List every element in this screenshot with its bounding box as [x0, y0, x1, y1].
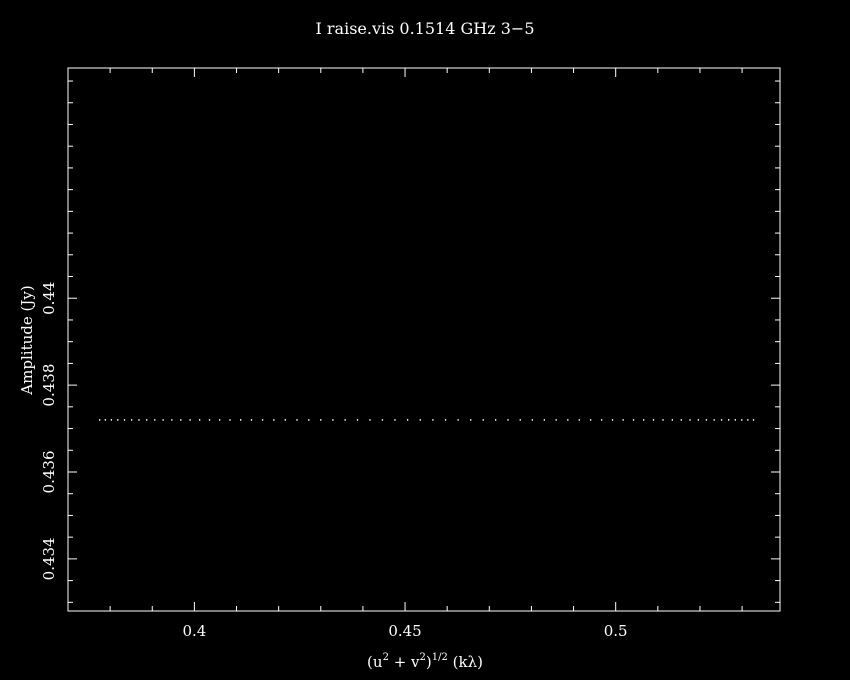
data-point [332, 419, 334, 421]
data-point [519, 419, 521, 421]
data-point [320, 419, 322, 421]
data-point [146, 419, 148, 421]
data-point [567, 419, 569, 421]
data-point [171, 419, 173, 421]
x-tick-label: 0.45 [388, 622, 421, 640]
data-point [720, 419, 723, 421]
data-point [189, 419, 191, 421]
data-point [229, 419, 231, 421]
data-point [381, 419, 384, 421]
data-point [406, 419, 409, 421]
data-point [622, 419, 624, 421]
data-point [308, 419, 310, 421]
data-point [296, 419, 298, 421]
data-point [713, 419, 715, 421]
data-point [470, 419, 472, 421]
data-point [218, 419, 221, 421]
data-point [419, 419, 421, 421]
data-point [727, 419, 730, 421]
x-tick-label: 0.4 [182, 622, 206, 640]
x-axis-label: (u2 + v2)1/2 (kλ) [367, 652, 483, 671]
data-point [180, 419, 182, 421]
data-point [642, 419, 645, 421]
data-point [578, 419, 580, 421]
data-point [589, 419, 592, 421]
data-point [239, 419, 242, 421]
plot-frame [67, 67, 781, 612]
axis-ticks [67, 68, 780, 611]
data-point [117, 419, 119, 421]
y-tick-labels: 0.434 0.436 0.438 0.44 [40, 282, 58, 581]
data-point [356, 419, 359, 421]
y-axis-label: Amplitude (Jy) [18, 285, 36, 395]
data-point [611, 419, 614, 421]
data-point [697, 419, 700, 421]
data-point [284, 419, 286, 421]
chart-title: I raise.vis 0.1514 GHz 3−5 [315, 19, 534, 38]
data-point [261, 419, 264, 421]
data-points [98, 419, 755, 421]
data-point [555, 419, 557, 421]
data-point [250, 419, 253, 421]
data-point [507, 419, 509, 421]
x-tick-label: 0.5 [604, 622, 628, 640]
data-point [104, 419, 107, 421]
x-tick-labels: 0.4 0.45 0.5 [182, 622, 627, 640]
data-point [747, 419, 749, 421]
data-point [689, 419, 691, 421]
y-tick-label: 0.436 [40, 451, 58, 494]
data-point [482, 419, 484, 421]
data-point [671, 419, 673, 421]
data-point [162, 419, 164, 421]
data-point [130, 419, 133, 421]
data-point [734, 419, 737, 421]
data-point [369, 419, 371, 421]
data-point [457, 419, 459, 421]
data-point [199, 419, 201, 421]
data-point [154, 419, 156, 421]
y-tick-label: 0.44 [40, 282, 58, 315]
data-point [741, 419, 743, 421]
data-point [110, 419, 113, 421]
data-point [680, 419, 682, 421]
data-point [662, 419, 664, 421]
data-point [344, 419, 346, 421]
data-point [208, 419, 211, 421]
data-point [123, 419, 126, 421]
data-point [273, 419, 275, 421]
data-point [752, 419, 755, 421]
data-point [495, 419, 497, 421]
data-point [601, 419, 603, 421]
y-tick-label: 0.434 [40, 537, 58, 580]
data-point [394, 419, 396, 421]
data-point [705, 419, 708, 421]
data-point [543, 419, 545, 421]
data-point [444, 419, 447, 421]
data-point [98, 419, 101, 421]
data-point [632, 419, 635, 421]
data-point [531, 419, 534, 421]
data-point [432, 419, 434, 421]
data-point [652, 419, 655, 421]
y-tick-label: 0.438 [40, 364, 58, 407]
data-point [138, 419, 140, 421]
